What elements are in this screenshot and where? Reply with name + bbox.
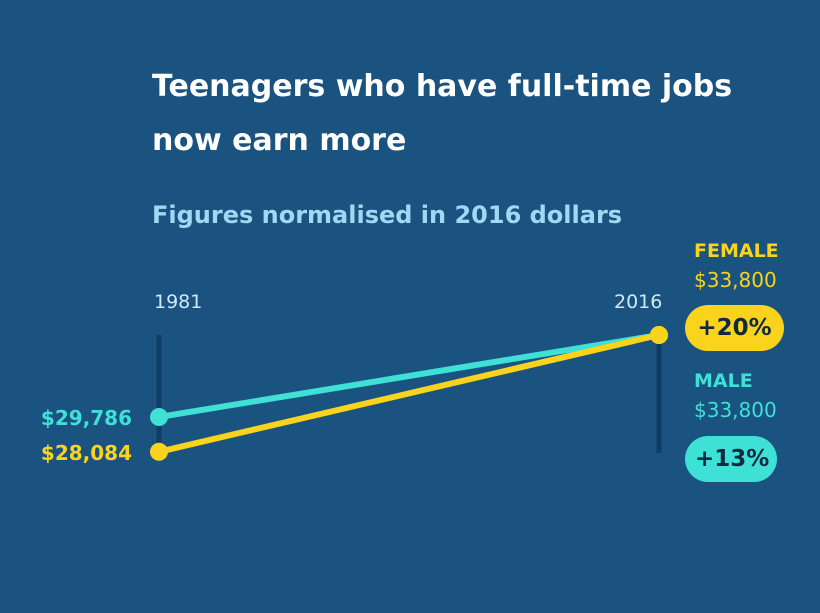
male-series-line: [156, 332, 662, 420]
x-tick-label-2016: 2016: [614, 291, 663, 313]
female-series-line: [156, 332, 662, 455]
female-end-value-label: $33,800: [694, 268, 777, 292]
x-tick-label-1981: 1981: [154, 291, 203, 313]
male-change-badge: +13%: [685, 436, 777, 482]
chart-title: Teenagers who have full-time jobs now ea…: [152, 69, 733, 158]
male-end-value-label: $33,800: [694, 398, 777, 422]
chart-subtitle: Figures normalised in 2016 dollars: [152, 201, 623, 229]
male-point-1981: [150, 408, 168, 426]
female-point-2016: [650, 326, 668, 344]
female-change-badge: +20%: [685, 305, 784, 351]
male-series-label: MALE: [694, 370, 753, 392]
male-start-value-label: $29,786: [40, 406, 132, 430]
female-start-value-label: $28,084: [40, 441, 132, 465]
female-point-1981: [150, 442, 168, 461]
female-series-label: FEMALE: [694, 240, 779, 262]
